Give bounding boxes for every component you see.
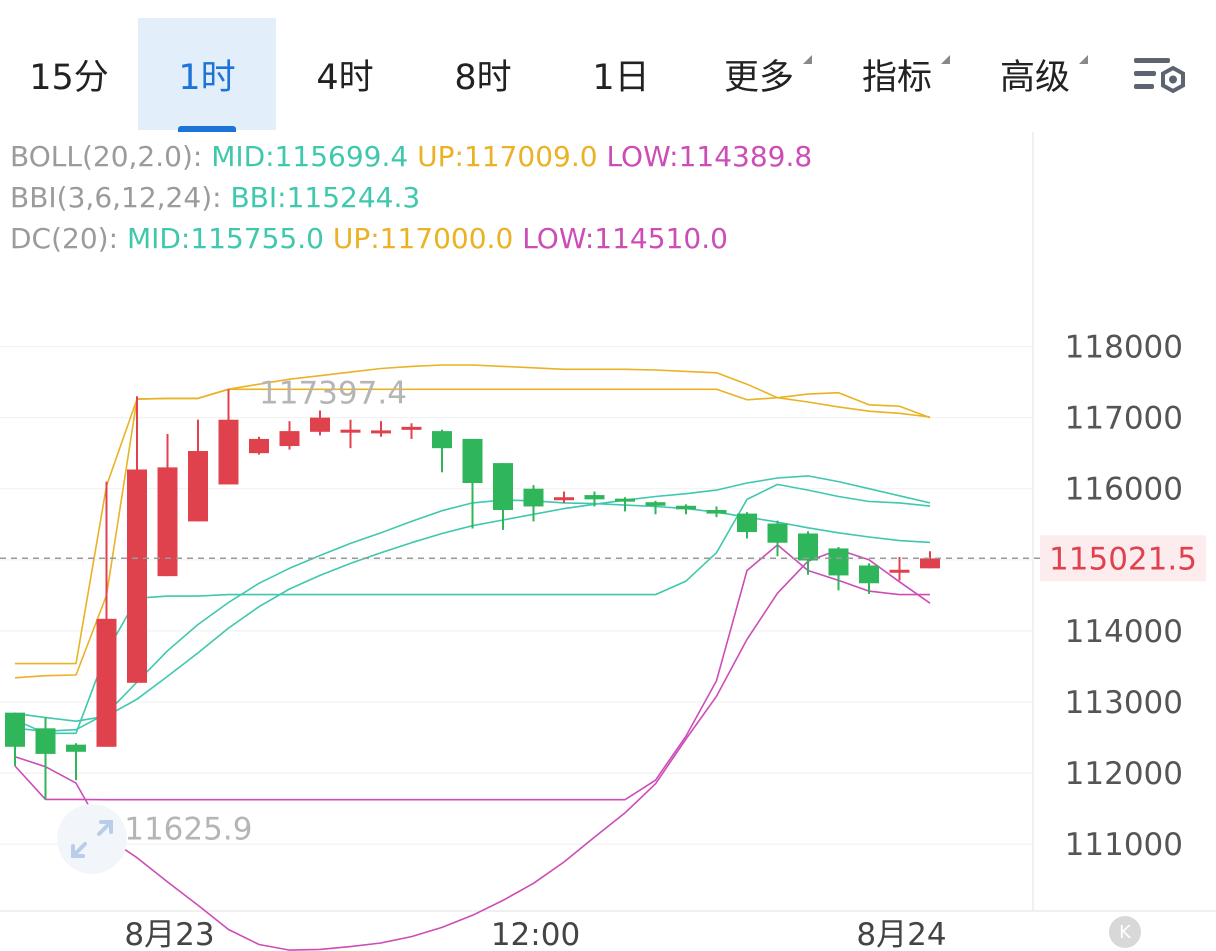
indicator-legend: BOLL(20,2.0): MID:115699.4 UP:117009.0 L… [10,136,812,259]
candle-body[interactable] [66,744,86,752]
candle-body[interactable] [279,431,300,447]
candle-body[interactable] [554,497,574,501]
price-tick-label: 117000 [1065,401,1183,437]
candle-body[interactable] [584,495,605,500]
price-tick-label: 112000 [1065,756,1183,792]
boll-legend-row: BOLL(20,2.0): MID:115699.4 UP:117009.0 L… [10,136,812,177]
tab-8h[interactable]: 8时 [414,18,552,130]
boll-lower-line [14,548,931,951]
dc-up: UP:117000.0 [332,222,514,255]
current-price-tag [1040,535,1206,582]
price-tick-label: 111000 [1065,827,1183,863]
tab-15m-label: 15分 [29,57,109,98]
time-tick-label: 12:00 [491,917,580,951]
candle-body[interactable] [615,498,635,502]
tab-advanced[interactable]: 高级 [966,18,1104,130]
candle-body[interactable] [493,463,513,511]
candle-body[interactable] [706,510,727,514]
k-logo-icon[interactable]: K [1109,916,1141,948]
current-price-label: 115021.5 [1049,541,1197,577]
bbi-value: BBI:115244.3 [230,181,421,214]
dc-name: DC(20): [10,222,119,255]
time-tick-label: 8月24 [856,917,946,951]
candle-body[interactable] [5,712,25,747]
chart-settings-icon[interactable] [1130,52,1190,102]
dc-lower-line [14,544,930,801]
tab-1d[interactable]: 1日 [552,18,690,130]
tab-8h-label: 8时 [454,57,512,98]
tab-1d-label: 1日 [592,57,650,98]
candle-body[interactable] [127,469,147,683]
dc-upper-line [15,388,931,665]
tab-more-text: 更多 [723,57,794,98]
expand-chart-icon[interactable] [57,804,127,874]
tab-4h[interactable]: 4时 [276,18,414,130]
bbi-line [14,499,931,733]
candle-body[interactable] [96,618,117,747]
candle-body[interactable] [676,505,696,510]
candle-body[interactable] [737,513,757,533]
tab-more[interactable]: 更多 [690,18,828,130]
tab-more-label: 更多 [723,49,812,100]
candle-body[interactable] [828,548,849,576]
candle-body[interactable] [462,438,483,484]
bbi-name: BBI(3,6,12,24): [10,181,222,214]
tab-4h-label: 4时 [316,57,374,98]
boll-up: UP:117009.0 [417,140,598,173]
candle-body[interactable] [157,467,178,577]
tab-advanced-label: 高级 [999,49,1088,100]
dc-legend-row: DC(20): MID:115755.0 UP:117000.0 LOW:114… [10,218,812,259]
bbi-legend-row: BBI(3,6,12,24): BBI:115244.3 [10,177,812,218]
candle-body[interactable] [310,417,330,432]
time-tick-label: 8月23 [124,917,214,951]
tab-1h[interactable]: 1时 [138,18,276,132]
tab-advanced-text: 高级 [999,57,1070,98]
candle-body[interactable] [920,558,940,569]
price-tick-label: 116000 [1065,472,1183,508]
dropdown-corner-icon [941,54,950,64]
candle-body[interactable] [798,533,818,561]
boll-mid: MID:115699.4 [211,140,409,173]
tab-15m[interactable]: 15分 [0,18,138,130]
dropdown-corner-icon [803,54,812,64]
candle-body[interactable] [218,419,239,485]
candle-body[interactable] [35,728,56,754]
boll-name: BOLL(20,2.0): [10,140,203,173]
candle-body[interactable] [432,431,452,449]
candle-body[interactable] [188,451,208,522]
high-price-marker: 117397.4 [259,375,407,411]
dc-mid-line [14,483,931,735]
candle-body[interactable] [371,430,391,434]
dropdown-corner-icon [1079,54,1088,64]
boll-low: LOW:114389.8 [606,140,813,173]
tab-indicators[interactable]: 指标 [828,18,966,130]
active-tab-indicator [178,126,236,132]
tab-indicators-text: 指标 [861,57,932,98]
price-tick-label: 114000 [1065,614,1183,650]
tab-1h-label: 1时 [178,57,236,98]
candle-body[interactable] [401,426,422,430]
timeframe-tab-bar: 15分 1时 4时 8时 1日 更多 指标 高级 [0,0,1216,132]
dc-mid: MID:115755.0 [126,222,324,255]
candle-body[interactable] [859,565,879,584]
candle-body[interactable] [249,438,269,454]
candle-body[interactable] [889,569,910,573]
dc-low: LOW:114510.0 [522,222,728,255]
candle-body[interactable] [767,523,788,543]
price-tick-label: 113000 [1065,685,1183,721]
price-tick-label: 118000 [1065,330,1183,366]
candle-body[interactable] [340,429,361,433]
tab-indicators-label: 指标 [861,49,950,100]
candle-body[interactable] [645,502,666,506]
candle-body[interactable] [523,488,544,507]
low-price-marker: 111625.9 [105,812,253,848]
